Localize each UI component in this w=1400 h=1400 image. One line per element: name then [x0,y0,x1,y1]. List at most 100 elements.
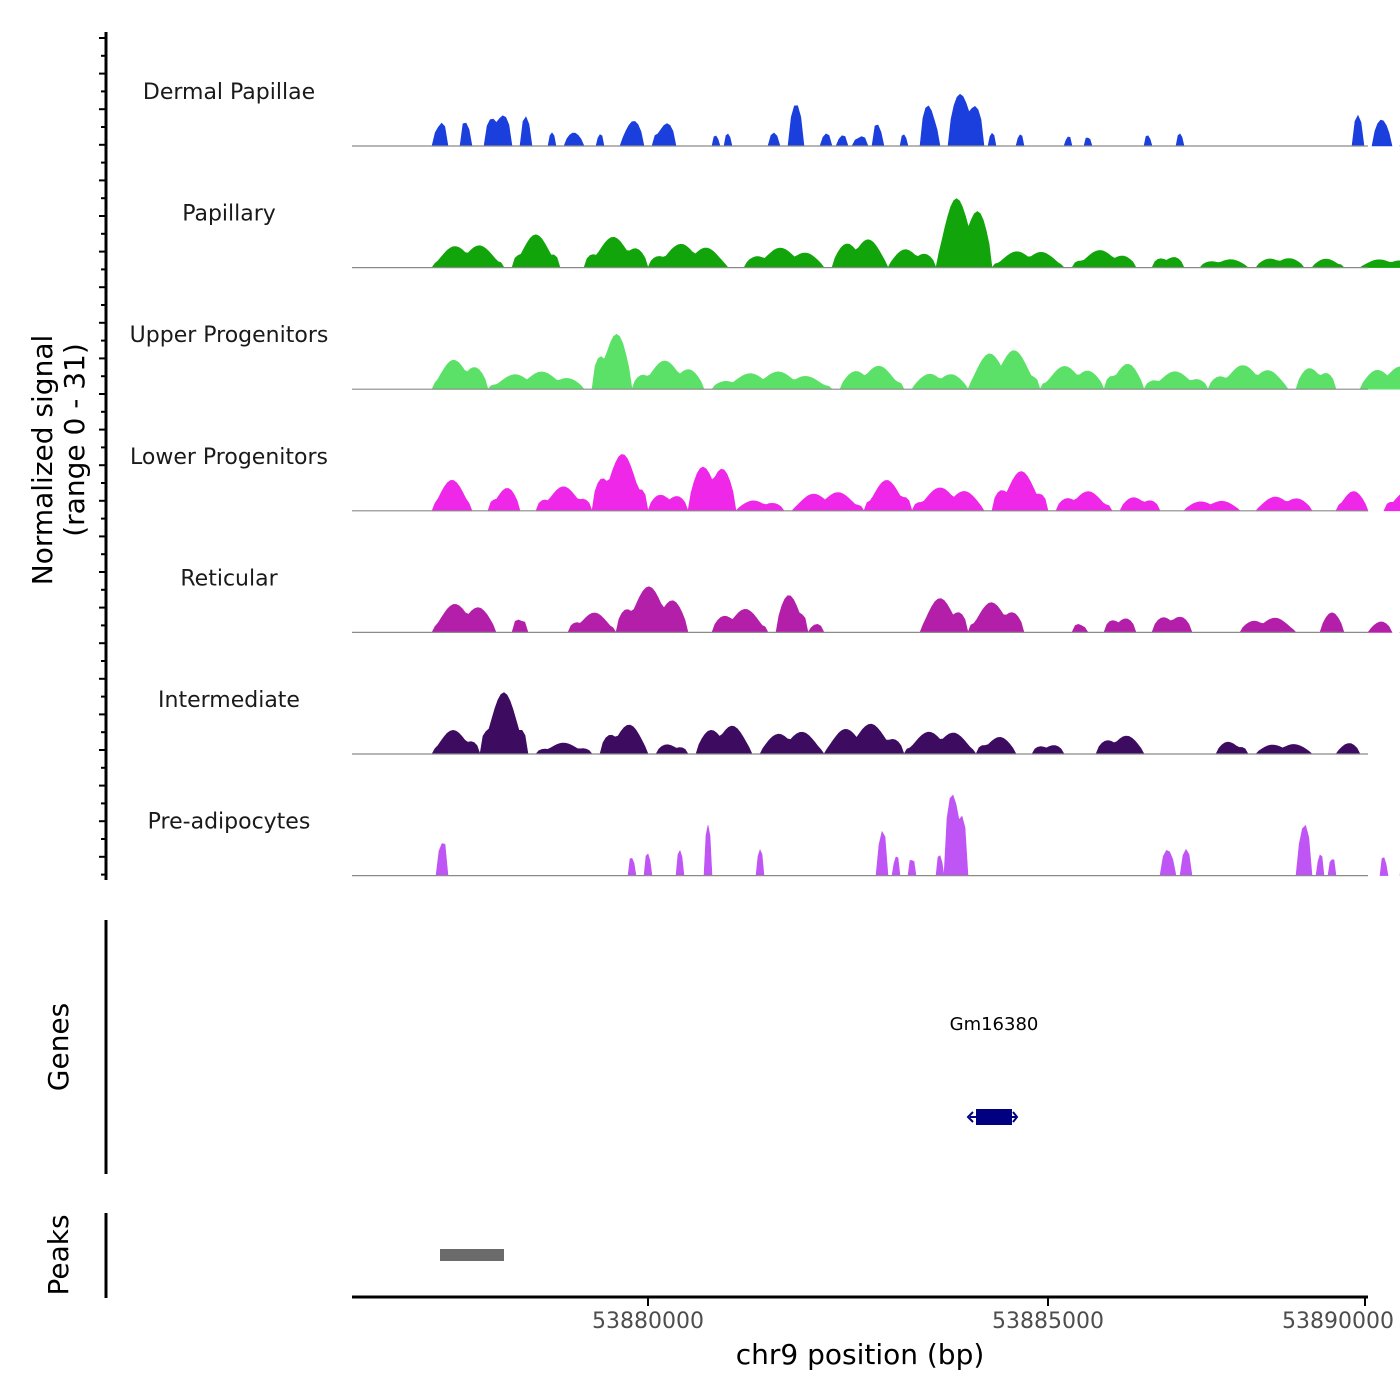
signal-peak [483,115,513,147]
signal-peak [1383,494,1400,512]
signal-peak [903,731,977,755]
peaks-track [440,1249,504,1261]
x-tick-label: 53885000 [992,1309,1104,1334]
signal-peak [1255,744,1313,755]
signal-peak [1295,368,1337,390]
signal-peak [1311,258,1345,268]
signal-peak [991,251,1065,268]
x-tick-label: 53890000 [1282,1309,1394,1334]
signal-y-axis-ticks [99,37,106,876]
signal-peak [675,849,685,876]
signal-peak [743,247,825,268]
signal-peak [887,249,937,268]
signal-peak [807,623,825,633]
signal-peak [839,365,905,390]
signal-peak [519,116,533,147]
signal-peak [711,371,833,390]
gene-strand-arrow [1012,1111,1019,1123]
signal-peak [479,692,529,755]
track-lower-progenitors: Lower Progenitors [130,445,1400,512]
signal-peak [695,725,753,755]
signal-peak [631,360,705,390]
gene-label: Gm16380 [950,1014,1039,1035]
genes-track: Gm16380 [950,1014,1039,1125]
signal-peak [1039,365,1105,390]
signal-peak [1351,114,1365,147]
signal-peak [987,132,997,147]
signal-peak [1183,500,1241,512]
signal-peak [899,134,909,147]
signal-peak [759,731,825,755]
signal-peak [1239,617,1297,633]
signal-peak [735,500,785,512]
track-label: Reticular [180,566,278,591]
signal-peak [919,598,969,633]
signal-peak [1358,259,1400,268]
signal-peak [1103,363,1145,390]
signal-peak [1327,859,1337,876]
signal-peak [975,736,1017,755]
track-papillary: Papillary [182,198,1400,269]
signal-peak [1031,745,1065,755]
signal-peak [787,105,805,147]
signal-peak [647,494,689,512]
signal-peak [911,373,969,390]
signal-peak [863,480,913,512]
signal-peak [703,825,713,876]
signal-peak [563,132,585,147]
x-tick-label: 53880000 [592,1309,704,1334]
signal-peak [595,134,605,147]
signal-peak [1159,850,1177,876]
track-dermal-papillae: Dermal Papillae [143,80,1400,147]
signal-peak [511,619,529,633]
signal-peak [687,466,737,512]
signal-peak [1207,365,1289,390]
signal-peak [431,245,505,268]
signal-peak [487,488,521,512]
signal-peak [599,724,649,755]
signal-peak [1199,259,1249,268]
signal-peak [1255,496,1313,512]
signal-peak [459,122,473,147]
signal-peak [655,744,689,755]
x-axis-ticks: 53880000 53885000 53890000 [592,1297,1394,1334]
signal-peak [1295,824,1313,876]
track-label: Pre-adipocytes [148,810,311,835]
track-pre-adipocytes: Pre-adipocytes [148,794,1400,877]
signal-peak [967,350,1041,390]
signal-peak [819,133,833,147]
signal-peak [711,135,721,147]
gene-exon [976,1109,1012,1125]
genes-track-title: Genes [42,1003,75,1091]
signal-peak [431,122,449,147]
signal-peak [1095,735,1145,755]
signal-peak [1215,741,1249,755]
signal-peak [547,132,557,147]
signal-peak [875,830,889,876]
signal-peak [511,234,561,268]
signal-peak [919,105,941,147]
signal-peak [991,471,1049,512]
signal-peak [1367,621,1393,633]
peaks-track-title: Peaks [42,1214,75,1295]
signal-peak [935,198,993,268]
signal-peak [1119,497,1161,512]
signal-peak [591,333,633,390]
track-reticular: Reticular [180,566,1400,634]
coverage-tracks: Dermal Papillae Papillary Upper Progenitor… [130,80,1400,877]
signal-peak [831,239,889,268]
signal-peak [755,849,765,876]
signal-peak [1371,119,1393,147]
signal-peak [567,612,617,633]
track-label: Upper Progenitors [130,323,329,348]
signal-peak [935,855,945,876]
signal-peak [711,608,769,633]
track-label: Lower Progenitors [130,445,328,470]
signal-peak [1151,616,1193,633]
signal-peak [1335,491,1369,512]
signal-peak [1335,743,1361,755]
peak-region [440,1249,504,1261]
signal-peak [1143,371,1209,390]
signal-peak [651,123,677,147]
